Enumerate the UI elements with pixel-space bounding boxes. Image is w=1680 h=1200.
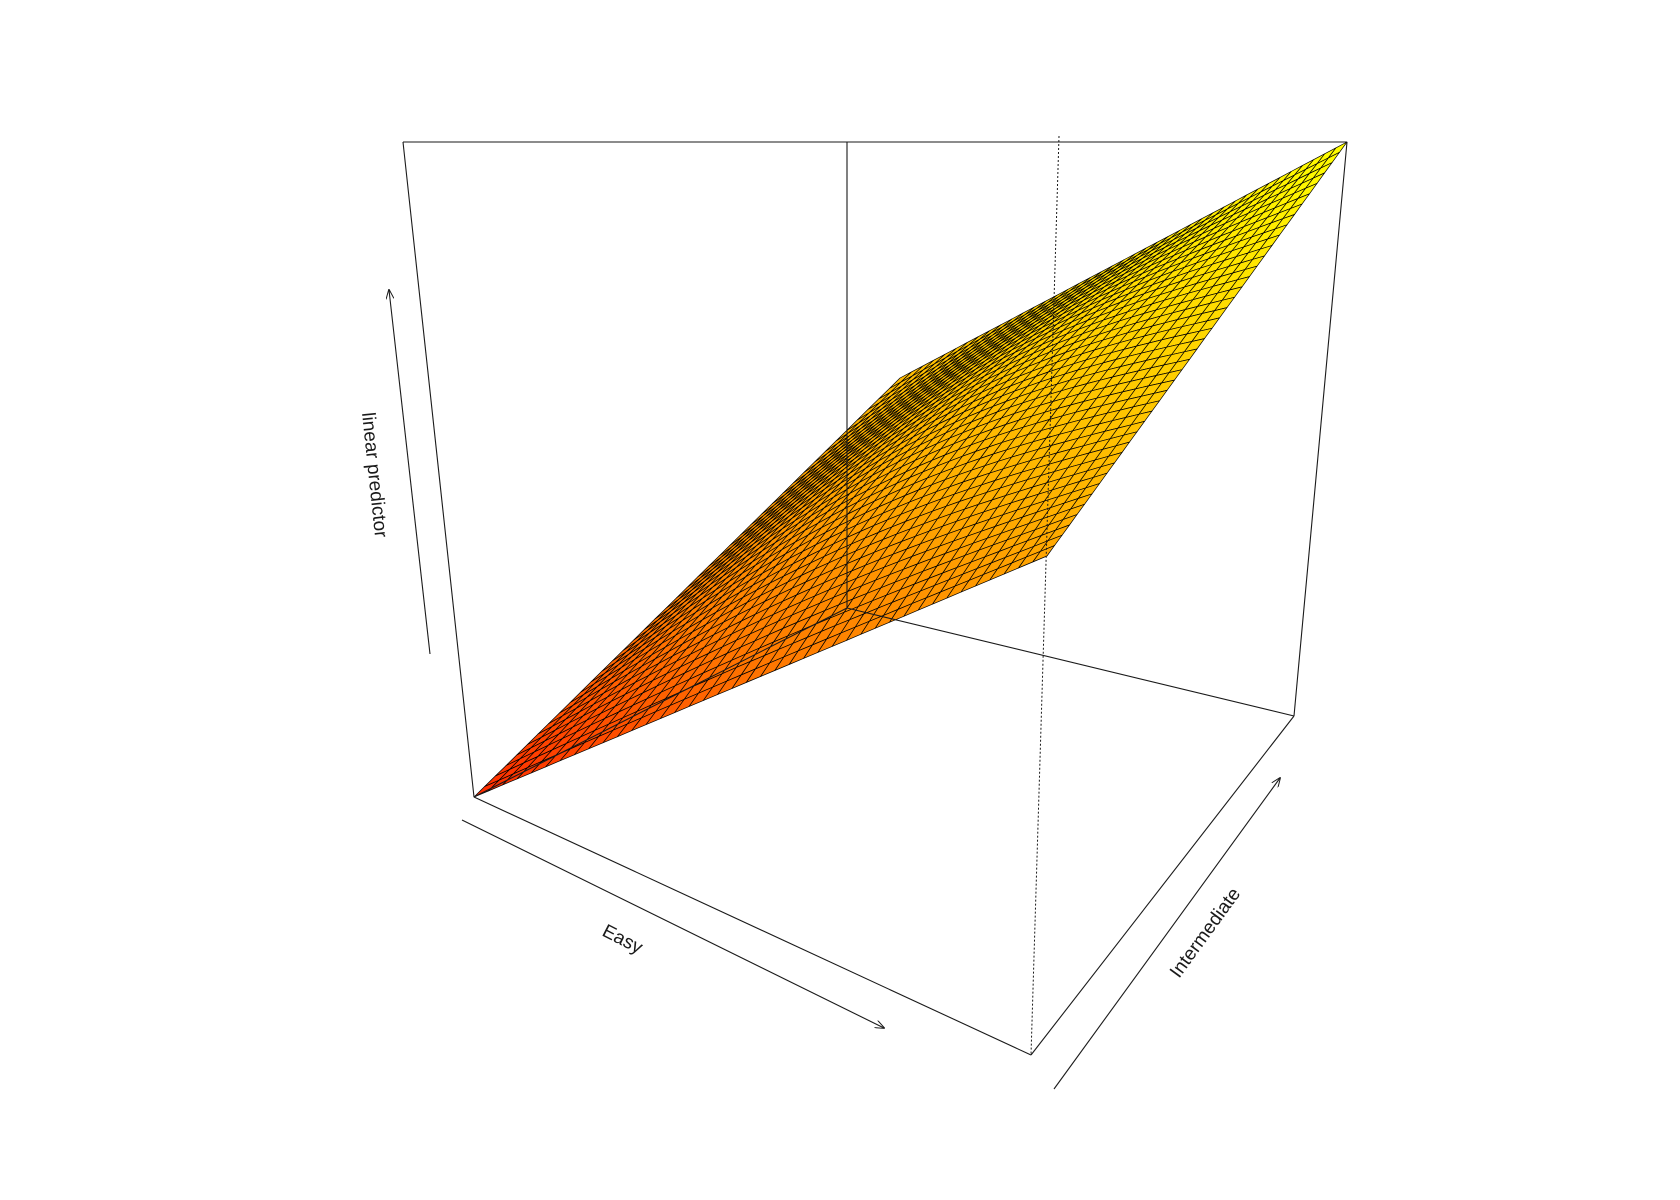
box-edge-hidden-vertical [1030, 135, 1060, 1056]
x-axis-label: Easy [599, 921, 647, 959]
box-edge-bottom-back [846, 607, 1295, 717]
y-axis-label: Intermediate [1166, 884, 1245, 982]
surface-mesh [473, 141, 1348, 798]
surface-facet [1327, 141, 1348, 159]
y-axis-arrow [1053, 778, 1280, 1090]
surface-facet [473, 779, 500, 798]
z-axis-arrow [389, 290, 431, 655]
axis-arrows [389, 290, 1280, 1090]
z-axis-label: linear predictor [357, 411, 391, 539]
box-edge-bottom-left [473, 607, 848, 798]
bounding-box [402, 135, 1348, 1056]
box-edge-right-vertical [1293, 141, 1348, 717]
box-edge-left-vertical [402, 141, 475, 798]
x-axis-arrow [461, 819, 884, 1028]
box-edge-bottom-front-left [473, 796, 1032, 1056]
box-edge-bottom-front-right [1030, 715, 1295, 1056]
